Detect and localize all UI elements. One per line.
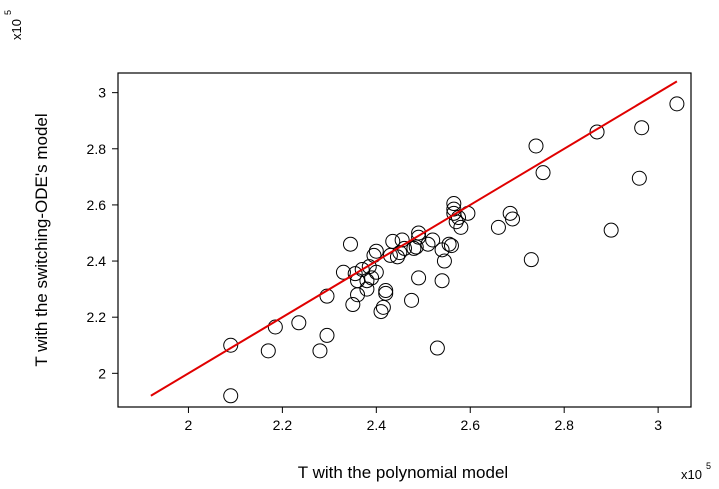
data-point [528, 138, 544, 154]
data-point [260, 343, 276, 359]
data-point [411, 270, 427, 286]
data-point [319, 327, 335, 343]
y-tick-label: 2.4 [87, 253, 107, 269]
y-tick-label: 2.6 [87, 197, 107, 213]
data-point [420, 236, 436, 252]
y-axis-label: T with the switching-ODE's model [32, 113, 51, 366]
x-tick-label: 2 [185, 417, 193, 433]
data-point [291, 315, 307, 331]
x-tick-label: 2.2 [273, 417, 293, 433]
data-point [347, 266, 363, 282]
x-tick-label: 2.6 [461, 417, 481, 433]
data-point [335, 264, 351, 280]
data-point [312, 343, 328, 359]
data-point [319, 288, 335, 304]
data-point [411, 225, 427, 241]
data-points [223, 96, 685, 404]
data-point [523, 252, 539, 268]
y-tick-label: 2.8 [87, 141, 107, 157]
data-point [394, 232, 410, 248]
data-point [441, 236, 457, 252]
data-point [443, 238, 459, 254]
data-point [634, 120, 650, 136]
data-point [589, 124, 605, 140]
data-point [223, 337, 239, 353]
data-point [359, 273, 375, 289]
data-point [378, 285, 394, 301]
x-tick-label: 3 [654, 417, 662, 433]
data-point [350, 287, 366, 303]
plot-frame [117, 72, 692, 408]
data-point [436, 253, 452, 269]
y-tick-label: 3 [98, 85, 106, 101]
data-point [631, 170, 647, 186]
data-point [364, 270, 380, 286]
data-point [406, 240, 422, 256]
data-point [368, 243, 384, 259]
y-axis-ticks: 2 2.2 2.4 2.6 2.8 3 [87, 85, 118, 381]
data-point [342, 236, 358, 252]
x-scale-indicator: x10 5 [681, 461, 711, 482]
y-scale-indicator: x10 5 [3, 10, 24, 40]
data-point [267, 319, 283, 335]
data-point [404, 292, 420, 308]
fit-line [150, 80, 678, 397]
x-tick-label: 2.4 [367, 417, 387, 433]
data-point [451, 210, 467, 226]
plot-area [117, 72, 692, 408]
data-point [373, 304, 389, 320]
data-point [385, 233, 401, 249]
data-point [669, 96, 685, 112]
data-point [359, 281, 375, 297]
y-scale-base: x10 [9, 19, 24, 40]
data-point [392, 245, 408, 261]
data-point [446, 196, 462, 212]
data-point [603, 222, 619, 238]
data-point [448, 214, 464, 230]
data-point [378, 283, 394, 299]
data-point [434, 273, 450, 289]
data-point [446, 201, 462, 217]
data-point [368, 264, 384, 280]
x-scale-exponent: 5 [706, 461, 711, 471]
y-tick-label: 2 [98, 365, 106, 381]
y-tick-label: 2.2 [87, 309, 107, 325]
data-point [453, 219, 469, 235]
data-point [505, 211, 521, 227]
x-tick-label: 2.8 [554, 417, 574, 433]
data-point [354, 261, 370, 277]
data-point [223, 388, 239, 404]
data-point [345, 297, 361, 313]
x-scale-base: x10 [681, 467, 702, 482]
x-axis-ticks: 2 2.2 2.4 2.6 2.8 3 [185, 407, 662, 433]
data-point [375, 299, 391, 315]
data-point [429, 340, 445, 356]
data-point [490, 219, 506, 235]
data-point [425, 232, 441, 248]
data-point [535, 165, 551, 181]
x-axis-label: T with the polynomial model [298, 463, 508, 482]
y-scale-exponent: 5 [3, 10, 13, 15]
